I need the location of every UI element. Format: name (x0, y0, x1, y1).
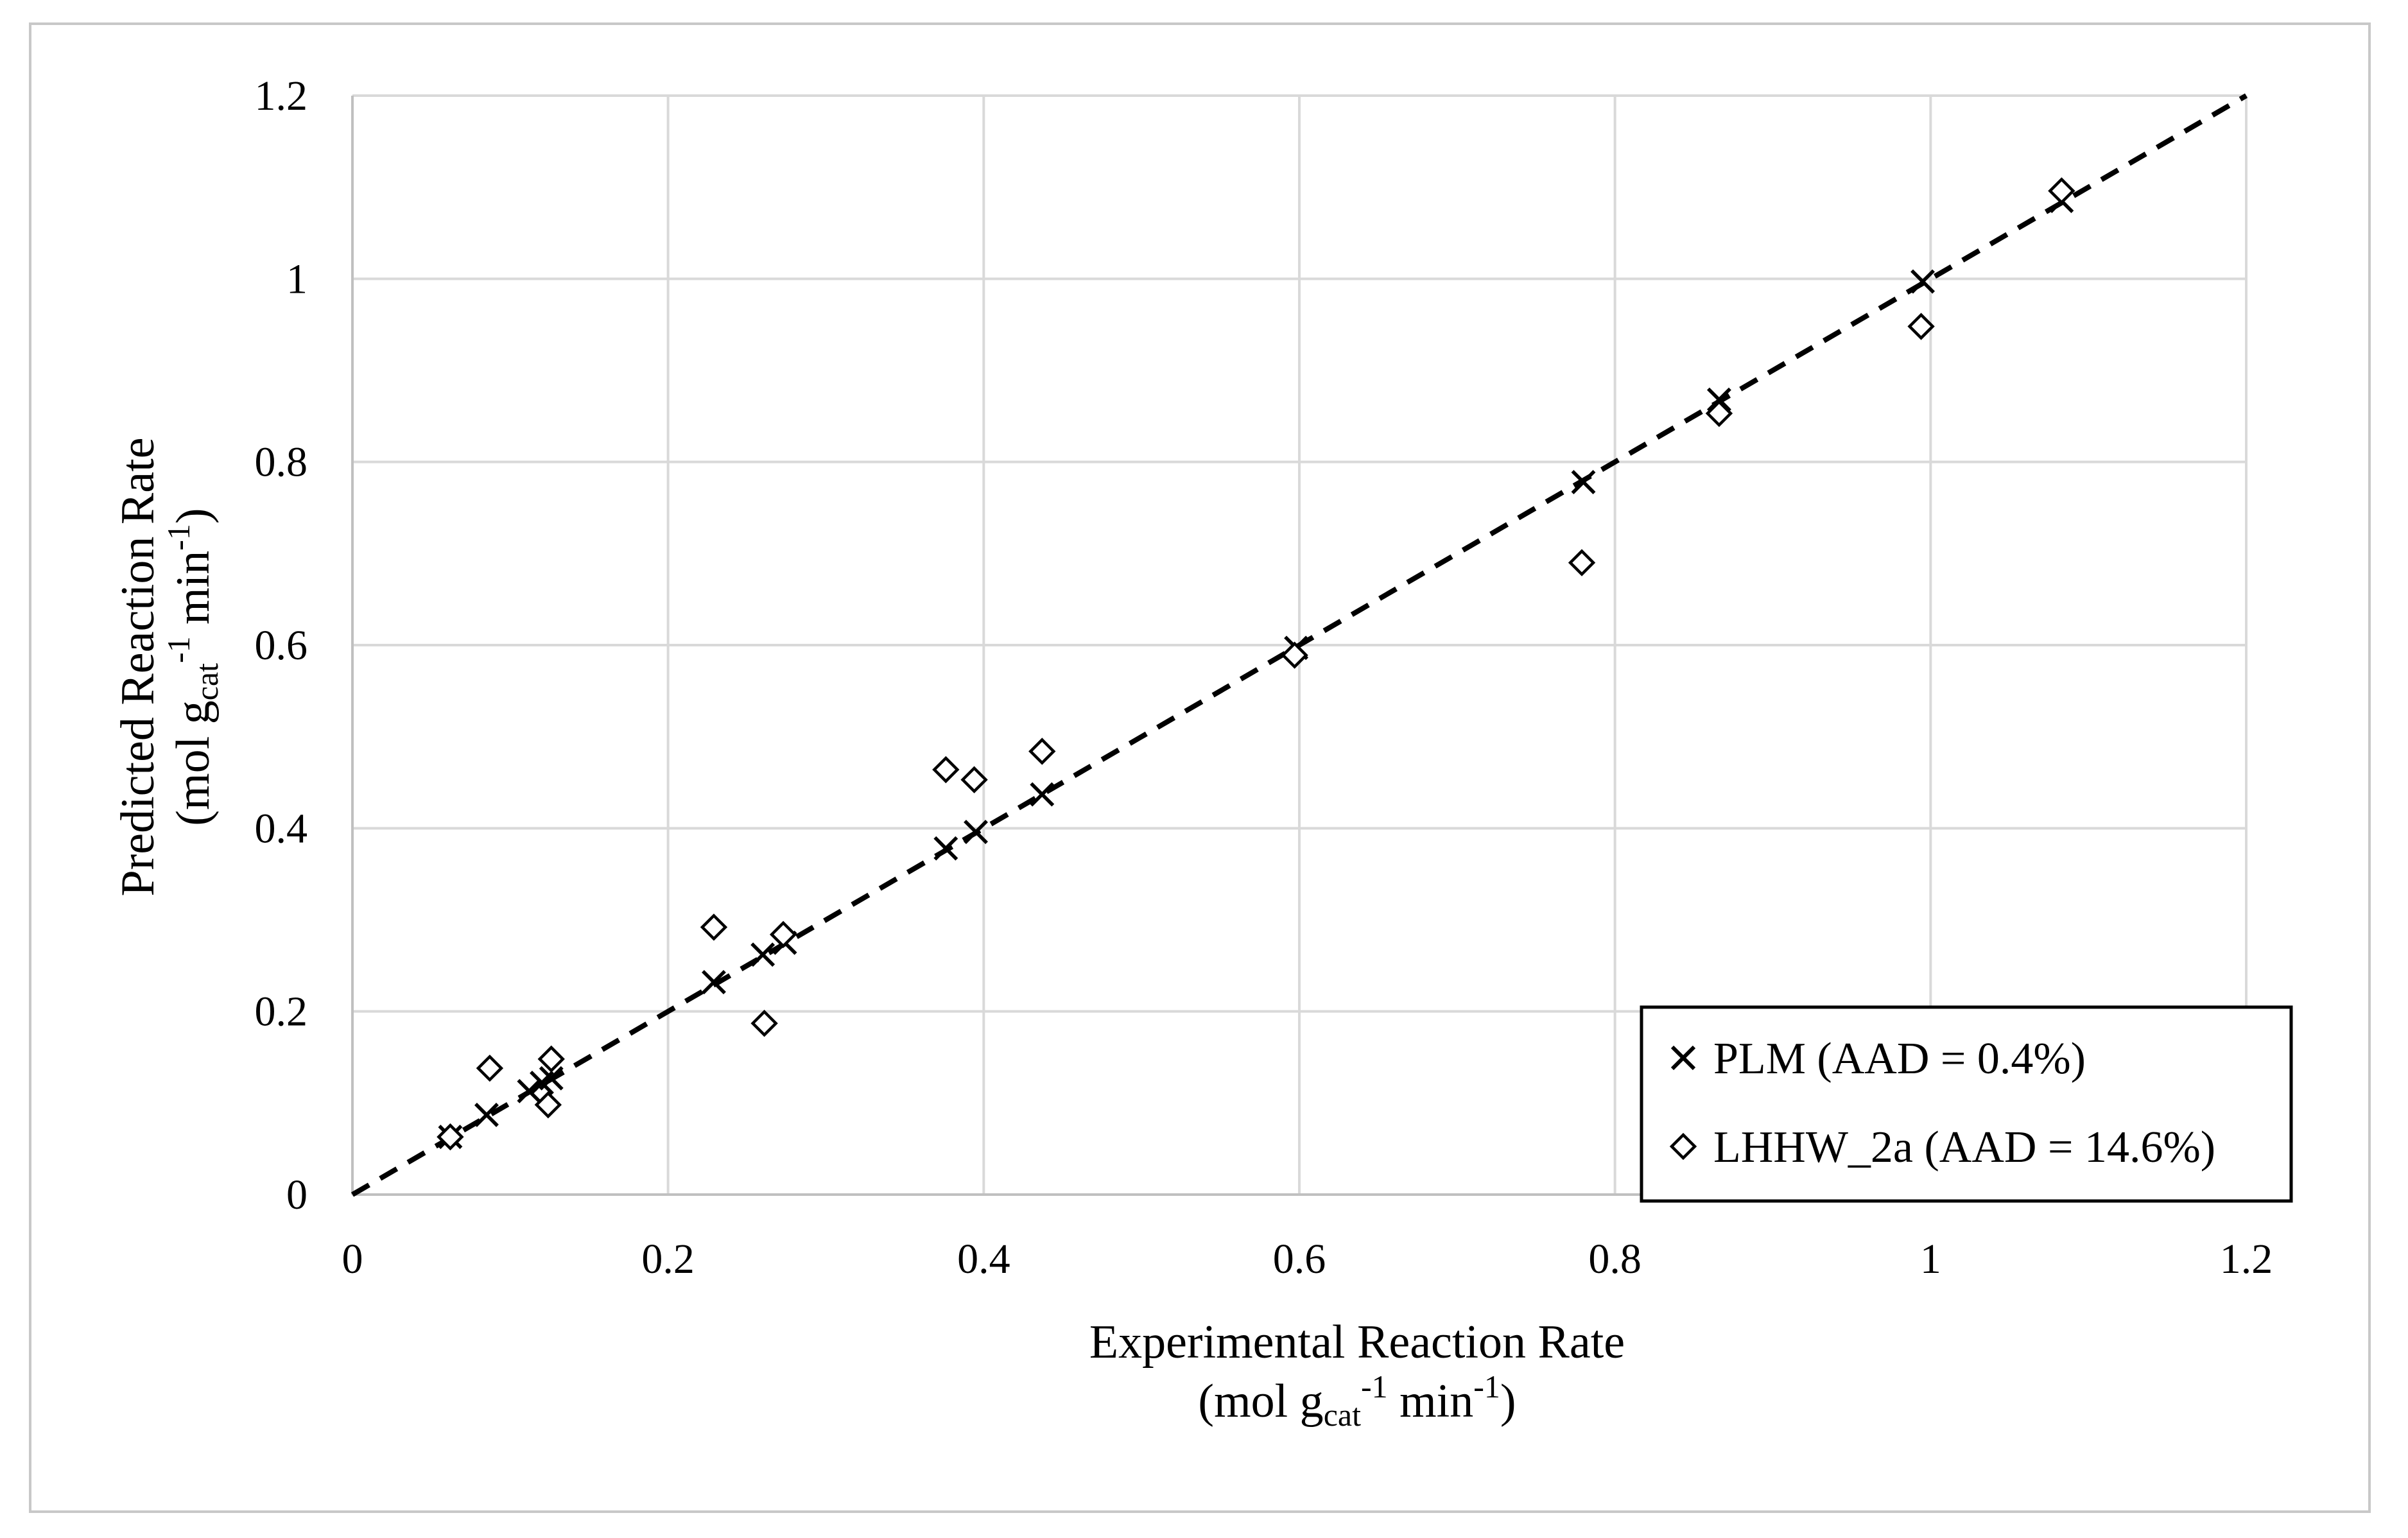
chart-frame: 0 0.2 0.4 0.6 0.8 1 1.2 0 0.2 0.4 0.6 0.8 1 1.2 Predi… (29, 22, 2371, 1513)
lhhw-point (960, 766, 988, 793)
lhhw-point (1281, 641, 1308, 669)
lhhw-point (769, 920, 797, 949)
plm-point-stroke (1910, 269, 1935, 294)
y-tick-label: 0.6 (255, 622, 308, 669)
y-axis-units-sub: cat (189, 663, 225, 700)
lhhw-point (932, 756, 960, 784)
plm-point-stroke (750, 942, 775, 967)
scatter-chart: 0 0.2 0.4 0.6 0.8 1 1.2 0 0.2 0.4 0.6 0.8 1 1.2 Predi… (112, 73, 2293, 1433)
y-tick-label: 1.2 (255, 73, 308, 119)
y-axis-units-sup1: -1 (160, 636, 196, 663)
tick-labels: 0 0.2 0.4 0.6 0.8 1 1.2 0 0.2 0.4 0.6 0.8 1 1.2 (255, 73, 2273, 1283)
x-axis-units-open: (mol g (1198, 1375, 1323, 1428)
x-tick-label: 0.8 (1588, 1236, 1641, 1283)
legend: PLM (AAD = 0.4%) LHHW_2a (AAD = 14.6%) (1640, 1005, 2293, 1203)
plm-point (1706, 387, 1731, 412)
x-tick-label: 0.2 (641, 1236, 695, 1283)
y-axis-title: Predicted Reaction Rate (mol gcat-1 min-… (112, 437, 225, 896)
y-axis-units-open: (mol g (167, 700, 220, 825)
lhhw-point (437, 1123, 464, 1151)
legend-box (1640, 1005, 2293, 1203)
plm-point-stroke (474, 1102, 499, 1127)
y-tick-label: 0.8 (255, 439, 308, 486)
y-axis-units-sup2: -1 (160, 524, 196, 551)
legend-marker-x-icon (1670, 1045, 1696, 1071)
lhhw-point (1028, 738, 1056, 765)
plm-point (1571, 470, 1596, 494)
x-axis-units-sup2: -1 (1473, 1369, 1500, 1404)
y-axis-title-line1: Predicted Reaction Rate (112, 437, 164, 896)
plm-point (964, 820, 988, 844)
plm-point-stroke (702, 970, 726, 994)
y-axis-units-mid: min (167, 551, 220, 637)
plm-point (750, 942, 775, 967)
lhhw-point (537, 1045, 565, 1073)
x-tick-label: 0.4 (957, 1236, 1010, 1283)
plm-point-stroke (1030, 782, 1055, 807)
plm-point (1910, 269, 1935, 294)
lhhw-point (1907, 313, 1935, 340)
plm-point-stroke (539, 1066, 564, 1091)
x-tick-label: 0 (342, 1236, 363, 1283)
x-tick-label: 1 (1920, 1236, 1941, 1283)
x-axis-units-mid: min (1388, 1375, 1474, 1428)
plm-point (539, 1066, 564, 1091)
lhhw-point (700, 913, 728, 941)
plm-point (517, 1078, 542, 1103)
lhhw-point (1568, 549, 1596, 576)
x-axis-units-close: ) (1500, 1375, 1516, 1428)
lhhw-point (476, 1054, 504, 1082)
plm-point (1030, 782, 1055, 807)
y-tick-label: 0.4 (255, 805, 308, 852)
x-axis-title-line2: (mol gcat-1 min-1) (1198, 1369, 1516, 1433)
x-tick-label: 0.6 (1273, 1236, 1326, 1283)
y-tick-label: 0 (286, 1171, 307, 1218)
y-axis-title-line2: (mol gcat-1 min-1) (160, 508, 225, 825)
lhhw-point (1705, 399, 1733, 428)
plm-point (702, 970, 726, 994)
x-axis-title: Experimental Reaction Rate (mol gcat-1 m… (1089, 1316, 1625, 1433)
y-tick-label: 0.2 (255, 989, 308, 1035)
plm-point-stroke (964, 820, 988, 844)
lhhw-point (534, 1091, 562, 1119)
y-axis-units-close: ) (167, 508, 220, 524)
x-axis-title-line1: Experimental Reaction Rate (1089, 1316, 1625, 1369)
plm-point (474, 1102, 499, 1127)
legend-marker-diamond-icon (1669, 1132, 1697, 1161)
plm-point-stroke (933, 836, 958, 861)
legend-label-plm: PLM (AAD = 0.4%) (1713, 1034, 2086, 1084)
grid-lines (351, 94, 2248, 1196)
y-tick-label: 1 (286, 255, 307, 302)
x-tick-label: 1.2 (2220, 1236, 2273, 1283)
plm-point-stroke (1571, 470, 1596, 494)
data-points (437, 177, 2075, 1151)
plm-point-stroke (1706, 387, 1731, 412)
plm-point-stroke (517, 1078, 542, 1103)
plm-point (933, 836, 958, 861)
lhhw-point (750, 1010, 778, 1037)
lhhw-point (2048, 177, 2075, 205)
legend-label-lhhw: LHHW_2a (AAD = 14.6%) (1713, 1123, 2215, 1172)
x-axis-units-sub: cat (1324, 1397, 1361, 1433)
x-axis-units-sup1: -1 (1361, 1369, 1388, 1404)
